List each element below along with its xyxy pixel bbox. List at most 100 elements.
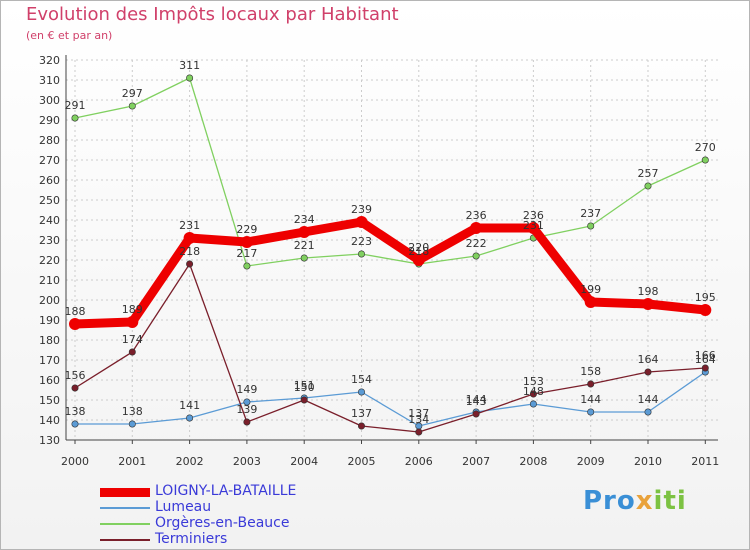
point-terminiers-2009 xyxy=(587,380,595,388)
legend-swatch-lumeau xyxy=(100,507,150,509)
data-label-loigny-la-bataille-2000: 188 xyxy=(65,305,86,318)
data-label-terminiers-2008: 153 xyxy=(523,375,544,388)
data-label-org-res-en-beauce-2004: 221 xyxy=(294,239,315,252)
x-tick-label-2006: 2006 xyxy=(405,455,433,468)
data-label-loigny-la-bataille-2010: 198 xyxy=(638,285,659,298)
data-label-terminiers-2005: 137 xyxy=(351,407,372,420)
point-loigny-la-bataille-2005 xyxy=(355,216,368,228)
data-label-lumeau-2007: 144 xyxy=(466,393,487,406)
point-org-res-en-beauce-2010 xyxy=(644,182,652,190)
point-lumeau-2008 xyxy=(529,400,537,408)
data-label-lumeau-2005: 154 xyxy=(351,373,372,386)
legend-label-terminiers: Terminiers xyxy=(155,531,228,547)
legend-swatch-terminiers xyxy=(100,539,150,541)
data-label-org-res-en-beauce-2002: 311 xyxy=(179,59,200,72)
y-tick-label-160: 160 xyxy=(39,374,60,387)
legend-label-orgeres: Orgères-en-Beauce xyxy=(155,515,290,531)
x-tick-label-2011: 2011 xyxy=(691,455,719,468)
data-label-lumeau-2001: 138 xyxy=(122,405,143,418)
data-label-org-res-en-beauce-2005: 223 xyxy=(351,235,372,248)
data-label-loigny-la-bataille-2002: 231 xyxy=(179,219,200,232)
series-line-terminiers xyxy=(74,263,706,433)
point-lumeau-2005 xyxy=(357,388,365,396)
data-label-loigny-la-bataille-2003: 229 xyxy=(236,223,257,236)
point-loigny-la-bataille-2008 xyxy=(527,222,540,234)
series-line-loigny-la-bataille xyxy=(74,217,706,329)
data-label-lumeau-2009: 144 xyxy=(580,393,601,406)
point-terminiers-2004 xyxy=(300,396,308,404)
x-tick-label-2002: 2002 xyxy=(176,455,204,468)
data-label-org-res-en-beauce-2001: 297 xyxy=(122,87,143,100)
data-label-terminiers-2006: 134 xyxy=(408,413,429,426)
point-loigny-la-bataille-2001 xyxy=(126,316,139,328)
data-label-org-res-en-beauce-2007: 222 xyxy=(466,237,487,250)
x-tick-label-2007: 2007 xyxy=(462,455,490,468)
point-lumeau-2001 xyxy=(128,420,136,428)
data-label-lumeau-2011: 164 xyxy=(695,353,716,366)
y-tick-label-170: 170 xyxy=(39,354,60,367)
point-org-res-en-beauce-2003 xyxy=(243,262,251,270)
y-tick-label-230: 230 xyxy=(39,234,60,247)
point-terminiers-2011 xyxy=(701,364,709,372)
y-tick-label-320: 320 xyxy=(39,54,60,67)
y-tick-label-300: 300 xyxy=(39,94,60,107)
data-label-org-res-en-beauce-2006: 218 xyxy=(408,245,429,258)
data-label-terminiers-2000: 156 xyxy=(65,369,86,382)
data-label-org-res-en-beauce-2003: 217 xyxy=(236,247,257,260)
data-label-loigny-la-bataille-2001: 189 xyxy=(122,303,143,316)
point-loigny-la-bataille-2009 xyxy=(584,296,597,308)
point-terminiers-2007 xyxy=(472,410,480,418)
point-org-res-en-beauce-2007 xyxy=(472,252,480,260)
point-org-res-en-beauce-2005 xyxy=(357,250,365,258)
data-label-loigny-la-bataille-2009: 199 xyxy=(580,283,601,296)
data-label-loigny-la-bataille-2007: 236 xyxy=(466,209,487,222)
y-tick-label-220: 220 xyxy=(39,254,60,267)
point-org-res-en-beauce-2011 xyxy=(701,156,709,164)
data-label-loigny-la-bataille-2004: 234 xyxy=(294,213,315,226)
point-loigny-la-bataille-2010 xyxy=(642,298,654,310)
legend-label-loigny: LOIGNY-LA-BATAILLE xyxy=(155,483,297,499)
series-line-lumeau xyxy=(75,371,706,427)
y-tick-label-190: 190 xyxy=(39,314,60,327)
data-label-org-res-en-beauce-2008: 231 xyxy=(523,219,544,232)
y-tick-label-250: 250 xyxy=(39,194,60,207)
x-tick-label-2008: 2008 xyxy=(519,455,547,468)
data-label-terminiers-2009: 158 xyxy=(580,365,601,378)
point-terminiers-2003 xyxy=(243,418,251,426)
point-terminiers-2001 xyxy=(128,348,136,356)
data-label-terminiers-2001: 174 xyxy=(122,333,143,346)
x-tick-label-2004: 2004 xyxy=(290,455,318,468)
data-label-org-res-en-beauce-2000: 291 xyxy=(65,99,86,112)
data-label-lumeau-2004: 151 xyxy=(294,379,315,392)
data-label-terminiers-2007: 143 xyxy=(466,395,487,408)
point-lumeau-2009 xyxy=(587,408,595,416)
point-loigny-la-bataille-2002 xyxy=(183,232,196,244)
x-tick-label-2003: 2003 xyxy=(233,455,261,468)
point-terminiers-2010 xyxy=(644,368,652,376)
data-label-lumeau-2003: 149 xyxy=(236,383,257,396)
data-label-lumeau-2008: 148 xyxy=(523,385,544,398)
legend-swatch-orgeres xyxy=(100,523,150,525)
point-loigny-la-bataille-2007 xyxy=(470,222,483,234)
point-org-res-en-beauce-2002 xyxy=(186,74,194,82)
x-tick-label-2000: 2000 xyxy=(61,455,89,468)
data-label-org-res-en-beauce-2009: 237 xyxy=(580,207,601,220)
y-tick-label-200: 200 xyxy=(39,294,60,307)
data-label-loigny-la-bataille-2006: 220 xyxy=(408,241,429,254)
x-tick-label-2010: 2010 xyxy=(634,455,662,468)
point-loigny-la-bataille-2003 xyxy=(240,236,253,248)
chart-title: Evolution des Impôts locaux par Habitant xyxy=(26,4,399,25)
point-loigny-la-bataille-2000 xyxy=(69,318,81,330)
legend-label-lumeau: Lumeau xyxy=(155,499,212,515)
point-terminiers-2005 xyxy=(357,422,365,430)
point-lumeau-2003 xyxy=(243,398,251,406)
data-label-lumeau-2002: 141 xyxy=(179,399,200,412)
data-label-terminiers-2010: 164 xyxy=(638,353,659,366)
x-tick-label-2001: 2001 xyxy=(118,455,146,468)
data-label-loigny-la-bataille-2008: 236 xyxy=(523,209,544,222)
y-tick-label-150: 150 xyxy=(39,394,60,407)
point-org-res-en-beauce-2009 xyxy=(587,222,595,230)
y-tick-label-270: 270 xyxy=(39,154,60,167)
series-line-org-res-en-beauce xyxy=(74,77,706,267)
